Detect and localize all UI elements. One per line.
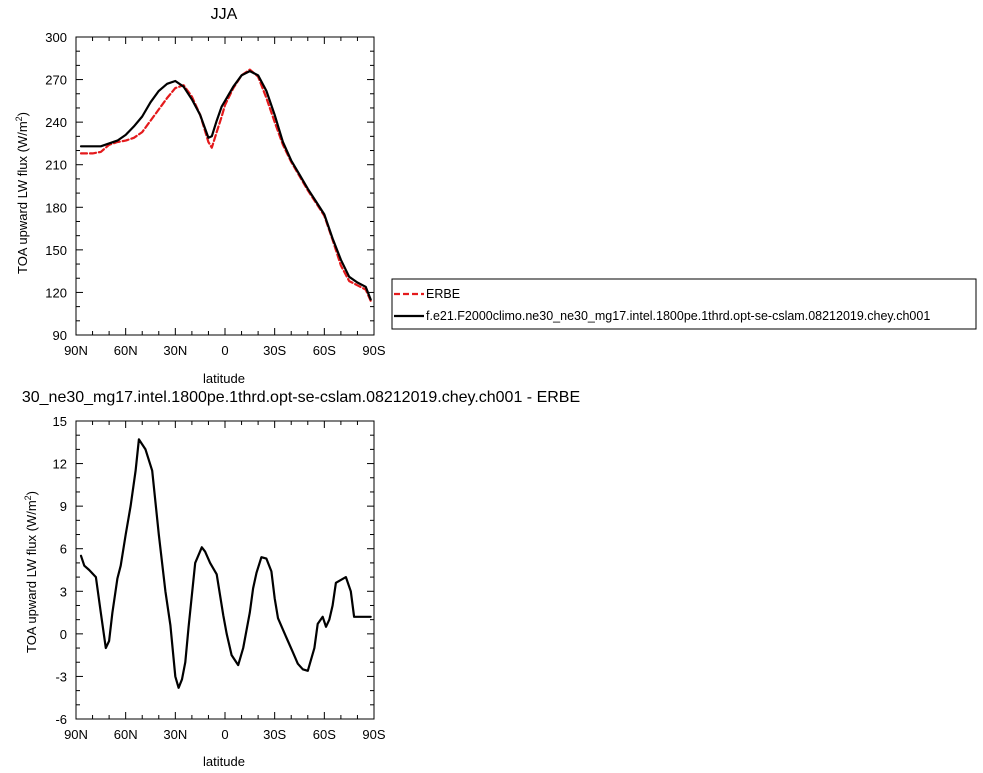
- top-y-axis-label-close: ): [15, 112, 30, 116]
- bottom-y-axis-label-close: ): [24, 491, 39, 495]
- top-x-tick-label: 90S: [362, 343, 385, 358]
- top-x-tick-label: 30S: [263, 343, 286, 358]
- top-series-lines: [79, 68, 372, 302]
- bottom-y-axis-label-sup: 2: [23, 495, 33, 500]
- bottom-y-tick-label: 15: [53, 414, 67, 429]
- bottom-chart-title: 30_ne30_mg17.intel.1800pe.1thrd.opt-se-c…: [22, 389, 580, 406]
- bottom-axis-ticks: 90N 60N 30N 0 30S 60S 90S 15 12 9 6 3 0 -3 -6: [53, 414, 386, 742]
- bottom-y-tick-label: 6: [60, 542, 67, 557]
- bottom-y-tick-label: -6: [55, 712, 67, 727]
- top-y-tick-label: 210: [45, 158, 67, 173]
- top-y-tick-label: 120: [45, 285, 67, 300]
- top-y-tick-label: 240: [45, 115, 67, 130]
- bottom-y-tick-label: 12: [53, 457, 67, 472]
- bottom-x-axis-label: latitude: [203, 754, 245, 769]
- top-series-line-0: [79, 68, 372, 302]
- legend: ERBE f.e21.F2000climo.ne30_ne30_mg17.int…: [391, 278, 977, 330]
- bottom-x-tick-label: 30N: [163, 727, 187, 742]
- svg-text:TOA upward LW flux (W/m2): TOA upward LW flux (W/m2): [14, 112, 30, 274]
- top-y-tick-label: 150: [45, 243, 67, 258]
- bottom-x-tick-label: 0: [221, 727, 228, 742]
- legend-model-label: f.e21.F2000climo.ne30_ne30_mg17.intel.18…: [426, 309, 930, 323]
- bottom-plot-frame: [75, 420, 375, 720]
- bottom-series-line-0: [79, 438, 372, 689]
- legend-erbe-label: ERBE: [426, 287, 460, 301]
- bottom-x-tick-label: 90S: [362, 727, 385, 742]
- bottom-y-axis-label-main: TOA upward LW flux (W/m: [24, 500, 39, 653]
- top-x-tick-label: 30N: [163, 343, 187, 358]
- svg-text:TOA upward LW flux (W/m2): TOA upward LW flux (W/m2): [23, 491, 39, 653]
- bottom-y-tick-label: 3: [60, 584, 67, 599]
- top-y-tick-label: 270: [45, 73, 67, 88]
- bottom-x-tick-label: 60S: [313, 727, 336, 742]
- top-x-axis-label: latitude: [203, 371, 245, 386]
- top-plot-frame: [75, 36, 375, 336]
- top-series-line-1: [79, 69, 372, 301]
- bottom-x-tick-label: 30S: [263, 727, 286, 742]
- bottom-y-axis-label: TOA upward LW flux (W/m2): [23, 491, 39, 653]
- top-x-tick-label: 60N: [114, 343, 138, 358]
- bottom-series-lines: [79, 438, 372, 689]
- top-chart-title: JJA: [211, 6, 238, 23]
- top-axis-ticks: 90N 60N 30N 0 30S 60S 90S 300 270 240 210 180 150 120…: [45, 30, 386, 358]
- top-x-tick-label: 60S: [313, 343, 336, 358]
- top-y-axis-label: TOA upward LW flux (W/m2): [14, 112, 30, 274]
- top-x-tick-label: 90N: [64, 343, 88, 358]
- bottom-x-tick-label: 90N: [64, 727, 88, 742]
- bottom-x-tick-label: 60N: [114, 727, 138, 742]
- bottom-y-tick-label: 9: [60, 499, 67, 514]
- top-panel: JJA TOA upward LW flux (W/m2) latitude 9…: [14, 6, 386, 386]
- bottom-y-tick-label: 0: [60, 627, 67, 642]
- legend-frame: [391, 278, 977, 330]
- bottom-y-tick-label: -3: [55, 669, 67, 684]
- bottom-panel: 30_ne30_mg17.intel.1800pe.1thrd.opt-se-c…: [22, 389, 580, 769]
- top-y-axis-label-main: TOA upward LW flux (W/m: [15, 121, 30, 274]
- top-y-tick-label: 90: [53, 328, 67, 343]
- top-y-tick-label: 180: [45, 200, 67, 215]
- top-x-tick-label: 0: [221, 343, 228, 358]
- top-y-axis-label-sup: 2: [14, 116, 24, 121]
- top-y-tick-label: 300: [45, 30, 67, 45]
